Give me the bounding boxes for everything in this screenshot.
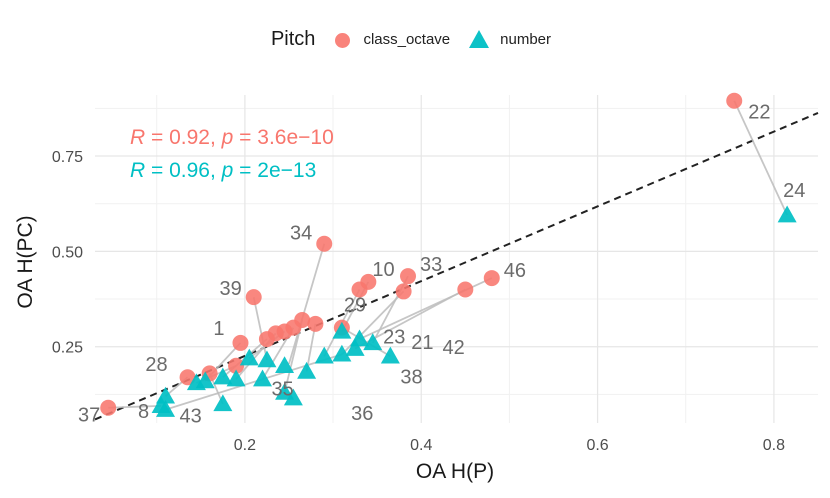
point-number <box>156 400 176 417</box>
point-class-octave <box>395 283 412 300</box>
point-number <box>283 388 303 406</box>
point-number <box>332 344 352 362</box>
legend: Pitch class_octave number <box>0 28 830 51</box>
point-number <box>239 348 259 366</box>
connector-line <box>288 243 326 365</box>
legend-label-class-octave: class_octave <box>363 31 451 48</box>
x-tick-label: 0.4 <box>410 437 432 454</box>
point-label: 36 <box>351 403 373 425</box>
point-class-octave <box>258 331 275 348</box>
point-number <box>345 339 365 356</box>
y-tick-label: 0.75 <box>52 149 83 166</box>
point-number <box>297 361 317 379</box>
point-number <box>257 350 277 368</box>
dashed-line <box>94 112 819 421</box>
point-label: 46 <box>504 260 526 282</box>
point-number <box>213 394 233 412</box>
point-label: 38 <box>400 366 422 388</box>
point-label: 24 <box>783 180 805 202</box>
point-label: 33 <box>420 254 442 276</box>
reference-line <box>94 112 819 421</box>
point-label: 42 <box>442 337 464 359</box>
stat-annotation: R = 0.96, p = 2e−13 <box>130 159 316 182</box>
point-class-octave <box>483 270 500 287</box>
x-tick-label: 0.8 <box>763 437 785 454</box>
legend-label-number: number <box>500 31 552 48</box>
stat-annotation: R = 0.92, p = 3.6e−10 <box>130 126 334 149</box>
x-axis-label: OA H(P) <box>416 460 494 483</box>
point-class-octave <box>351 281 368 298</box>
point-label: 10 <box>372 259 394 281</box>
point-label: 43 <box>180 406 202 428</box>
point-labels: 22 34 39 10 33 46 29 1 28 37 24 42 21 23 38 35 36 8 43 <box>78 102 805 428</box>
point-class-octave <box>245 289 262 306</box>
point-number <box>186 373 206 391</box>
point-label: 1 <box>213 318 224 340</box>
point-label: 29 <box>344 295 366 317</box>
point-label: 28 <box>145 354 167 376</box>
circle-icon <box>331 29 353 51</box>
point-number <box>380 346 400 364</box>
point-number <box>332 321 352 339</box>
axes: 0.2 0.4 0.6 0.8 0.25 0.50 0.75 <box>52 149 785 454</box>
point-label: 21 <box>411 332 433 354</box>
stat-annotations: R = 0.92, p = 3.6e−10 R = 0.96, p = 2e−13 <box>130 126 334 182</box>
point-label: 23 <box>383 327 405 349</box>
connector-line <box>252 296 268 361</box>
y-axis-label: OA H(PC) <box>14 215 37 308</box>
points <box>100 92 797 417</box>
point-number <box>226 369 246 387</box>
connector-line <box>108 404 162 409</box>
point-label: 37 <box>78 405 100 427</box>
point-class-octave <box>726 92 743 109</box>
point-class-octave <box>400 268 417 285</box>
legend-title: Pitch <box>270 28 316 50</box>
point-number <box>777 205 797 223</box>
point-label: 34 <box>290 223 312 245</box>
point-class-octave <box>316 235 333 252</box>
y-tick-label: 0.50 <box>52 244 83 261</box>
x-tick-label: 0.2 <box>234 437 256 454</box>
point-label: 35 <box>271 378 293 400</box>
point-class-octave <box>228 357 245 374</box>
point-number <box>213 367 233 385</box>
point-class-octave <box>232 334 249 351</box>
point-class-octave <box>457 281 474 298</box>
x-tick-label: 0.6 <box>586 437 608 454</box>
legend-item-class-octave: class_octave <box>331 29 450 51</box>
point-number <box>275 356 295 373</box>
point-number <box>253 369 273 387</box>
legend-item-number: number <box>468 29 551 51</box>
point-label: 39 <box>219 278 241 300</box>
point-number <box>314 346 334 364</box>
point-label: 8 <box>138 401 149 423</box>
y-tick-label: 0.25 <box>52 340 83 357</box>
connector-line <box>305 323 317 372</box>
connector-line <box>165 353 343 411</box>
triangle-icon <box>468 29 490 51</box>
point-label: 22 <box>748 102 770 124</box>
point-class-octave <box>100 399 117 416</box>
point-number <box>275 382 295 400</box>
connector-line <box>733 100 788 216</box>
point-class-octave <box>307 315 324 332</box>
point-class-octave <box>179 369 196 386</box>
